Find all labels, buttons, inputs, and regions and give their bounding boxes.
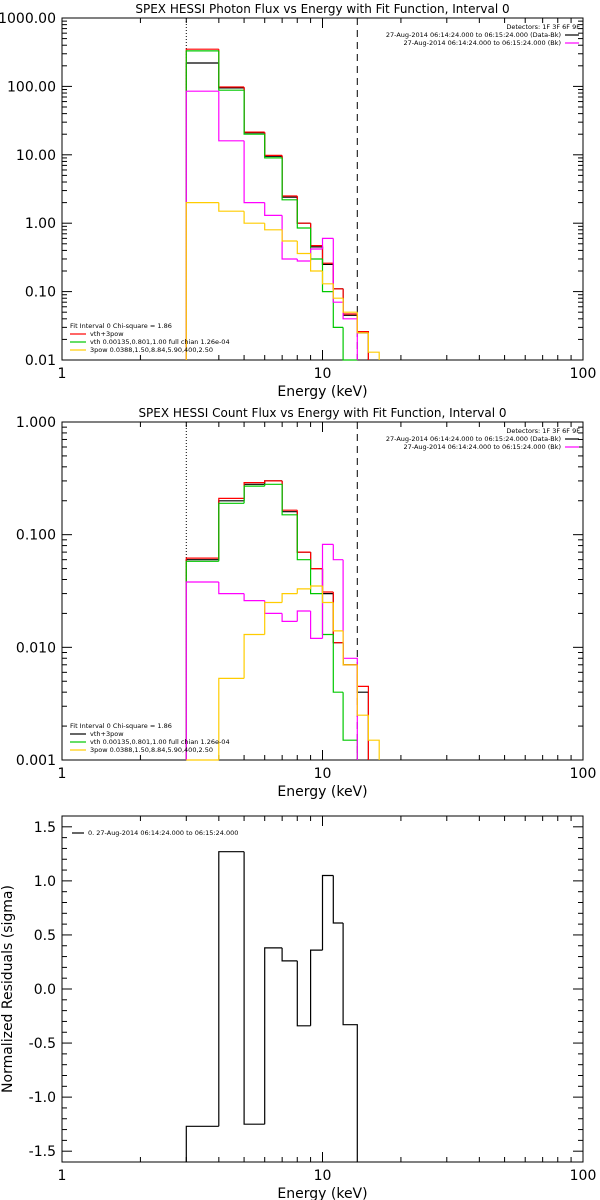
series-1-line xyxy=(185,851,358,1162)
legend-top-right-entry: 27-Aug-2014 06:14:24.000 to 06:15:24.000… xyxy=(386,435,561,443)
x-tick-label: 100 xyxy=(570,766,597,782)
x-tick-label: 10 xyxy=(314,366,332,382)
legend-bottom-left-entry: Fit Interval 0 Chi-square = 1.86 xyxy=(70,722,172,730)
y-tick-label: 0.10 xyxy=(25,285,56,301)
legend-bottom-left-entry: 3pow 0.0388,1.50,8.84,5.90,400,2.50 xyxy=(90,346,213,354)
legend-top-right-entry: Detectors: 1F 3F 6F 9F xyxy=(506,23,580,31)
x-tick-label: 1 xyxy=(58,366,67,382)
series-2-line xyxy=(185,480,369,760)
y-tick-label: -1.5 xyxy=(29,1144,56,1160)
y-axis-label: Normalized Residuals (sigma) xyxy=(0,885,16,1093)
series-4-line xyxy=(185,90,358,360)
x-axis-label: Energy (keV) xyxy=(277,1186,367,1200)
legend-bottom-left-entry: vth 0.00135,0.801,1.00 full chian 1.26e-… xyxy=(90,338,230,346)
legend-top-right-entry: 27-Aug-2014 06:14:24.000 to 06:15:24.000… xyxy=(404,443,561,451)
chart-title: SPEX HESSI Photon Flux vs Energy with Fi… xyxy=(135,2,509,16)
series-5-line xyxy=(186,585,380,761)
x-axis-label: Energy (keV) xyxy=(277,784,367,800)
chart-panel-3: 1 10 100 Energy (keV) -1.5 -1.0 -0.5 0.0 0.5 1.0 1… xyxy=(0,815,597,1200)
series-3-line xyxy=(185,50,358,361)
y-tick-label: 1000.00 xyxy=(0,11,56,27)
legend-bottom-left-entry: 3pow 0.0388,1.50,8.84,5.90,400,2.50 xyxy=(90,746,213,754)
y-tick-label: 0.010 xyxy=(16,640,56,656)
x-axis-label: Energy (keV) xyxy=(277,384,367,400)
legend-bottom-left-entry: vth+3pow xyxy=(90,730,124,738)
y-tick-label: 10.00 xyxy=(16,148,56,164)
y-tick-label: 0.01 xyxy=(25,353,56,369)
legend-bottom-left-entry: vth+3pow xyxy=(90,330,124,338)
legend-top-right-entry: 27-Aug-2014 06:14:24.000 to 06:15:24.000… xyxy=(404,39,561,47)
series-3-line xyxy=(185,483,358,760)
x-tick-label: 10 xyxy=(314,766,332,782)
x-tick-label: 1 xyxy=(58,1168,67,1184)
y-tick-label: 1.00 xyxy=(25,216,56,232)
legend-bottom-left-entry: vth 0.00135,0.801,1.00 full chian 1.26e-… xyxy=(90,738,230,746)
x-tick-label: 10 xyxy=(314,1168,332,1184)
series-4-line xyxy=(185,543,358,760)
chart-panel-1: SPEX HESSI Photon Flux vs Energy with Fi… xyxy=(0,2,596,400)
series-1-line xyxy=(185,62,369,360)
legend-top-left-entry: 0. 27-Aug-2014 06:14:24.000 to 06:15:24.… xyxy=(88,829,238,837)
y-tick-label: -1.0 xyxy=(29,1090,56,1106)
y-tick-label: 0.001 xyxy=(16,753,56,769)
plot-frame xyxy=(61,17,584,361)
series-1-line xyxy=(185,480,369,760)
chart-panel-2: SPEX HESSI Count Flux vs Energy with Fit… xyxy=(16,406,596,800)
legend-bottom-left-entry: Fit Interval 0 Chi-square = 1.86 xyxy=(70,322,172,330)
y-tick-label: 1.5 xyxy=(34,820,56,836)
x-tick-label: 1 xyxy=(58,766,67,782)
y-tick-label: 0.0 xyxy=(34,982,56,998)
series-5-line xyxy=(185,202,380,360)
legend-top-right-entry: 27-Aug-2014 06:14:24.000 to 06:15:24.000… xyxy=(386,31,561,39)
y-tick-label: 0.100 xyxy=(16,528,56,544)
plot-frame xyxy=(61,815,584,1163)
x-tick-label: 100 xyxy=(570,1168,597,1184)
series-2-line xyxy=(185,48,369,360)
y-tick-label: 1.000 xyxy=(16,415,56,431)
y-tick-label: 1.0 xyxy=(34,874,56,890)
y-tick-label: 100.00 xyxy=(7,79,56,95)
x-tick-label: 100 xyxy=(570,366,597,382)
legend-top-right-entry: Detectors: 1F 3F 6F 9F xyxy=(506,427,580,435)
y-tick-label: 0.5 xyxy=(34,928,56,944)
y-tick-label: -0.5 xyxy=(29,1036,56,1052)
chart-title: SPEX HESSI Count Flux vs Energy with Fit… xyxy=(138,406,506,420)
